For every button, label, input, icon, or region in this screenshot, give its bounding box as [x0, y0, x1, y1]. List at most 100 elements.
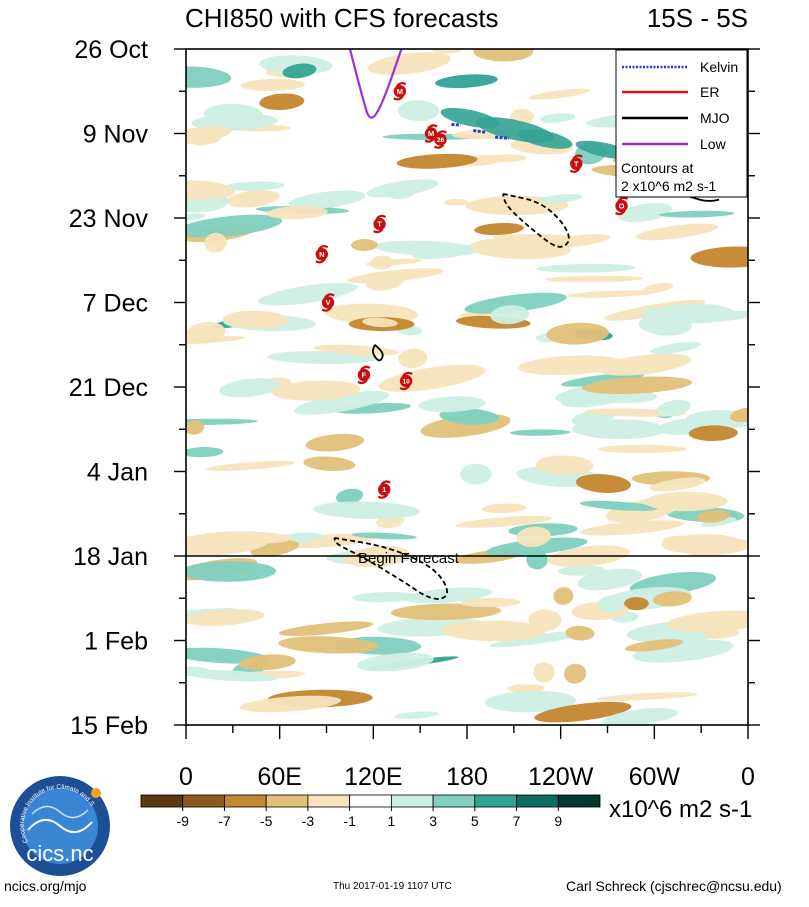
anomaly-patch: [526, 550, 548, 570]
storm-arm-icon: [402, 371, 413, 377]
anomaly-patch: [186, 418, 258, 425]
anomaly-patch: [288, 190, 366, 209]
anomaly-patch: [565, 625, 595, 641]
anomaly-patch: [441, 620, 546, 642]
storm-marker: O: [614, 196, 629, 216]
anomaly-patch: [490, 305, 530, 325]
anomaly-patch: [206, 460, 295, 471]
anomaly-patch: [351, 239, 378, 251]
anomaly-patch: [507, 684, 545, 693]
y-tick-label: 7 Dec: [83, 290, 148, 318]
storm-marker: T: [373, 214, 387, 234]
storm-marker: N: [315, 244, 329, 264]
anomaly-patch: [485, 690, 577, 713]
legend-label-kelvin: Kelvin: [700, 59, 738, 75]
anomaly-patch: [688, 425, 738, 442]
footer-right: Carl Schreck (cjschrec@ncsu.edu): [566, 878, 782, 894]
colorbar-units: x10^6 m2 s-1: [609, 796, 752, 823]
anomaly-patch: [464, 292, 567, 314]
anomaly-patch: [649, 341, 701, 355]
colorbar-swatch: [182, 794, 225, 808]
anomaly-patch: [435, 74, 498, 89]
anomaly-patch: [186, 447, 224, 458]
anomaly-patch: [640, 303, 734, 323]
y-axis: 26 Oct 9 Nov 23 Nov 7 Dec 21 Dec 4 Jan 18 Jan 1…: [69, 36, 760, 740]
colorbar-swatch: [557, 794, 601, 808]
anomaly-patch: [238, 654, 296, 671]
legend-label-low: Low: [700, 136, 727, 152]
colorbar-swatch: [390, 794, 434, 808]
anomaly-patch: [468, 237, 572, 260]
colorbar-label: -3: [302, 813, 315, 829]
anomaly-patch: [644, 491, 728, 512]
storm-icon: [393, 85, 407, 98]
anomaly-patch: [598, 353, 691, 376]
anomaly-patch: [509, 429, 571, 436]
anomaly-patch: [579, 500, 658, 511]
anomaly-patch: [412, 246, 476, 260]
storm-arm-icon: [396, 82, 407, 87]
y-tick-label: 23 Nov: [69, 205, 149, 233]
colorbar-swatch: [349, 794, 392, 808]
storm-label: M: [428, 129, 434, 138]
forecast-label: Begin Forecast: [358, 550, 460, 567]
anomaly-patch: [266, 206, 328, 220]
anomaly-patch: [546, 322, 610, 345]
anomaly-patch: [362, 317, 398, 328]
anomaly-patch: [397, 100, 440, 122]
anomaly-patch: [474, 222, 524, 236]
colorbar-label: 1: [387, 813, 395, 829]
storm-arm-icon: [393, 95, 404, 101]
anomaly-patch: [536, 263, 636, 273]
anomaly-patch: [186, 561, 277, 582]
storm-arm-icon: [617, 196, 629, 202]
storm-arm-icon: [375, 214, 387, 220]
footer-center: Thu 2017-01-19 1107 UTC: [333, 881, 452, 892]
anomaly-patch: [370, 255, 394, 270]
x-tick-label: 60W: [629, 763, 681, 791]
anomaly-patch: [516, 526, 551, 548]
storm-label: T: [574, 159, 579, 168]
storm-marker: M: [424, 124, 438, 143]
y-tick-label: 18 Jan: [73, 543, 148, 571]
anomaly-patch: [303, 456, 356, 472]
kelvin-segment: [451, 122, 461, 127]
anomaly-patch: [561, 372, 644, 387]
footer-left: ncics.org/mjo: [4, 878, 87, 894]
storm-label: T: [377, 220, 382, 229]
y-tick-label: 26 Oct: [74, 36, 148, 64]
anomaly-patch: [460, 597, 521, 608]
anomaly-patch: [481, 503, 526, 514]
anomaly-patch: [186, 609, 265, 627]
storm-arm-icon: [373, 228, 384, 234]
colorbar-swatch: [224, 794, 267, 808]
colorbar-label: -7: [218, 813, 231, 829]
colorbar-label: -1: [343, 813, 356, 829]
anomaly-patch: [239, 695, 342, 713]
logo-wave-icon-2: [31, 805, 89, 819]
colorbar-swatch: [516, 794, 559, 808]
anomaly-patch: [643, 282, 674, 293]
region-label: 15S - 5S: [647, 3, 748, 33]
colorbar-swatch: [140, 794, 184, 808]
anomaly-patch: [535, 455, 594, 476]
legend-note-line1: Contours at: [621, 160, 693, 176]
anomaly-patch: [563, 663, 587, 684]
anomaly-patch: [597, 444, 687, 453]
storm-arm-icon: [436, 130, 448, 136]
x-tick-label: 120E: [344, 763, 402, 791]
anomaly-patch: [204, 232, 227, 253]
anomaly-patch: [528, 609, 562, 631]
anomaly-patch: [532, 662, 555, 683]
anomaly-patch: [186, 420, 205, 435]
x-tick-label: 0: [179, 763, 193, 791]
storm-label: N: [319, 250, 324, 259]
colorbar-swatch: [307, 794, 351, 808]
mjo-contour: [502, 192, 570, 248]
storm-arm-icon: [569, 167, 581, 173]
colorbar-label: 9: [554, 813, 562, 829]
anomaly-patch: [459, 463, 492, 485]
anomaly-patch: [534, 701, 632, 723]
